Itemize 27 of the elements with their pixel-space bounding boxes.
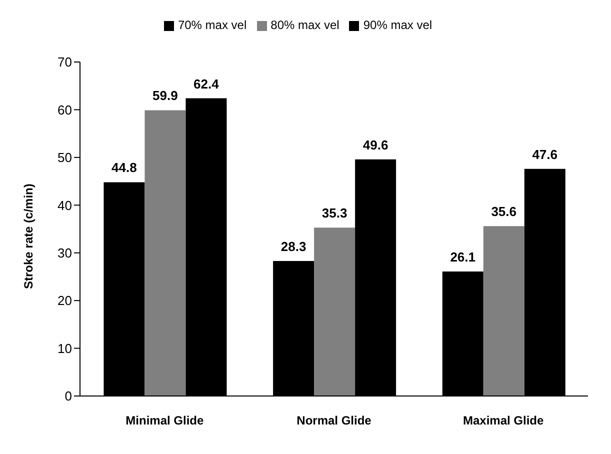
y-tick-label: 10 — [58, 340, 72, 356]
y-tick-label: 20 — [58, 293, 72, 308]
data-label: 62.4 — [194, 76, 220, 92]
data-label: 35.3 — [322, 206, 348, 221]
data-label: 28.3 — [280, 238, 306, 254]
y-tick-label: 60 — [58, 102, 72, 118]
data-label: 35.6 — [491, 204, 517, 220]
y-tick-label: 40 — [58, 198, 72, 213]
y-tick-label: 0 — [64, 388, 72, 404]
y-tick-label: 50 — [58, 150, 72, 166]
data-label: 59.9 — [152, 88, 178, 104]
x-tick-label: Normal Glide — [296, 414, 372, 428]
legend-label: 80% max vel — [270, 18, 340, 32]
y-tick-label: 70 — [58, 54, 72, 70]
legend-label: 90% max vel — [363, 18, 432, 32]
data-label: 47.6 — [532, 146, 558, 162]
bar — [144, 110, 186, 396]
bar — [314, 228, 356, 396]
bar — [483, 226, 524, 396]
data-label: 44.8 — [112, 160, 137, 176]
x-tick-label: Maximal Glide — [462, 414, 544, 428]
data-label: 49.6 — [362, 137, 388, 152]
x-tick-label: Minimal Glide — [126, 414, 204, 428]
y-tick-label: 30 — [58, 245, 72, 260]
data-label: 26.1 — [450, 249, 476, 264]
y-axis-title: Stroke rate (c/min) — [21, 184, 36, 289]
legend-label: 70% max vel — [178, 18, 247, 32]
